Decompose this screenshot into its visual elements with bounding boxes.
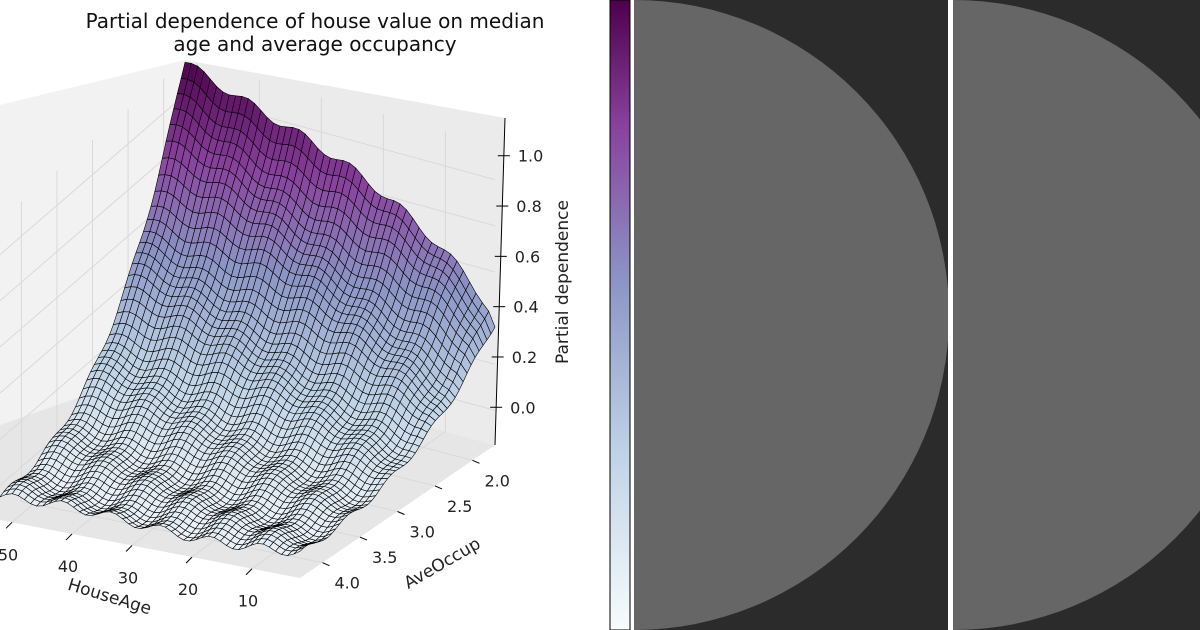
- x-tick: [65, 533, 73, 541]
- z-axis-line: [494, 117, 506, 446]
- y-tick: [472, 459, 480, 464]
- y-axis: 2.0 2.5 3.0 3.5 4.0: [322, 459, 510, 593]
- panel-2-disc: [634, 0, 948, 630]
- x-tick: [125, 545, 133, 552]
- z-tick-label: 0.6: [515, 247, 540, 266]
- z-tick-label: 1.0: [518, 147, 543, 166]
- y-tick: [397, 511, 405, 515]
- surface: [0, 61, 496, 557]
- x-tick: [185, 556, 193, 564]
- z-tick-label: 0.4: [513, 298, 538, 317]
- y-tick-label: 4.0: [335, 574, 360, 593]
- y-tick-label: 2.0: [485, 471, 510, 490]
- x-axis-label: HouseAge: [65, 575, 153, 619]
- y-tick: [359, 536, 368, 541]
- x-tick: [245, 568, 253, 576]
- colorbar: [609, 0, 631, 630]
- z-axis-label: Partial dependence: [553, 200, 573, 364]
- z-tick-label: 0.2: [512, 348, 537, 367]
- surface-facet: [293, 547, 305, 555]
- y-axis-label: AveOccup: [401, 534, 484, 594]
- y-tick: [322, 562, 330, 567]
- chart-title-line-1: Partial dependence of house value on med…: [86, 9, 545, 33]
- x-tick-label: 30: [118, 569, 138, 588]
- panel-3-disc: [953, 0, 1200, 630]
- y-tick-label: 3.5: [372, 548, 397, 567]
- x-tick: [5, 521, 13, 529]
- y-tick-label: 2.5: [447, 497, 472, 516]
- x-tick-label: 20: [178, 580, 198, 599]
- x-tick-label: 10: [238, 592, 258, 611]
- chart-title-line-2: age and average occupancy: [173, 32, 456, 56]
- y-tick-label: 3.0: [410, 523, 435, 542]
- z-tick-label: 0.8: [516, 197, 541, 216]
- z-axis: 0.0 0.2 0.4 0.6 0.8 1.0: [490, 117, 543, 446]
- y-tick: [434, 485, 443, 490]
- z-tick-label: 0.0: [510, 398, 535, 417]
- left-grid-line: [0, 140, 186, 302]
- x-axis: 50 40 30 20 10: [0, 521, 258, 611]
- left-grid-line: [0, 94, 186, 255]
- x-tick-label: 40: [58, 557, 78, 576]
- x-tick-label: 50: [0, 545, 18, 564]
